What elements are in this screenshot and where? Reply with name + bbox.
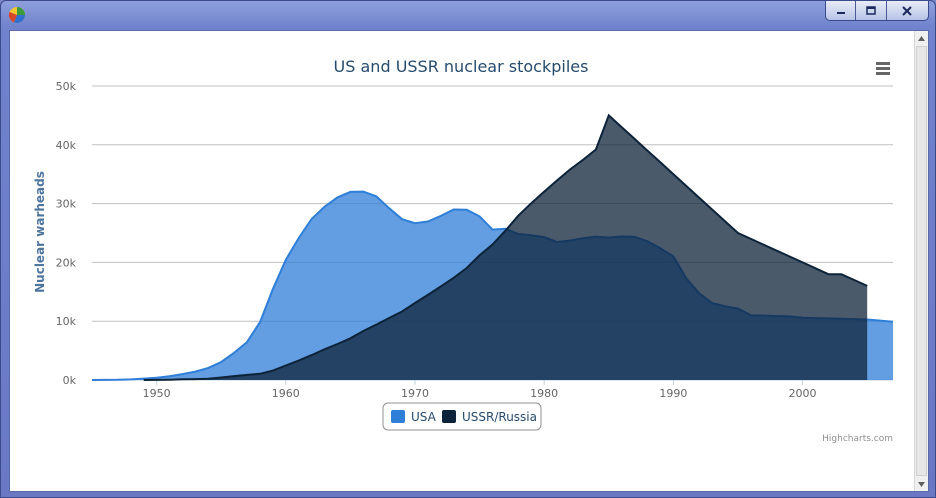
legend: USA USSR/Russia [382,402,542,431]
y-tick-label: 30k [56,198,77,211]
chart-container: 0k 10k 20k 30k 40k 50k 1950 1960 1970 1980 1990 20… [9,30,929,492]
x-tick-label: 1970 [401,387,429,400]
maximize-button[interactable] [856,1,887,20]
menu-button[interactable] [872,59,894,79]
maximize-icon [866,5,876,15]
x-tick-label: 1990 [659,387,687,400]
credits-link[interactable]: Highcharts.com [822,434,893,444]
title-bar[interactable] [1,1,935,29]
chart-title: US and USSR nuclear stockpiles [334,57,589,76]
minimize-button[interactable] [826,1,857,20]
y-tick-label: 10k [56,315,77,328]
close-button[interactable] [887,1,928,20]
y-tick-labels: 0k 10k 20k 30k 40k 50k [56,80,77,387]
hamburger-menu-icon [876,62,890,75]
legend-swatch-usa [391,410,405,423]
vertical-scrollbar[interactable] [914,31,928,491]
y-axis-label: Nuclear warheads [33,171,47,293]
x-tick-labels: 1950 1960 1970 1980 1990 2000 [143,387,817,400]
legend-swatch-ussr [442,410,456,423]
x-tick-label: 1950 [143,387,171,400]
x-tick-label: 1960 [272,387,300,400]
arrow-up-icon [918,35,925,41]
pie-chart-icon [8,7,25,23]
y-tick-label: 40k [56,139,77,152]
series-areas [91,113,894,381]
chart: 0k 10k 20k 30k 40k 50k 1950 1960 1970 1980 1990 20… [33,57,894,444]
scroll-thumb[interactable] [916,46,927,476]
y-tick-label: 20k [56,256,77,269]
line-ussr[interactable] [143,113,868,381]
minimize-icon [836,11,845,14]
y-tick-label: 0k [63,374,77,387]
x-tick-label: 1980 [530,387,558,400]
scroll-down-button[interactable] [915,477,928,491]
scroll-up-button[interactable] [915,31,928,45]
y-tick-label: 50k [56,80,77,93]
close-icon [902,5,913,16]
arrow-down-icon [918,481,925,487]
legend-item-usa[interactable]: USA [391,410,437,424]
legend-item-ussr[interactable]: USSR/Russia [442,410,537,424]
window-controls [825,1,929,21]
legend-label-usa: USA [411,410,437,424]
area-ussr[interactable] [143,115,868,381]
x-tick-label: 2000 [789,387,817,400]
legend-label-ussr: USSR/Russia [462,410,537,424]
